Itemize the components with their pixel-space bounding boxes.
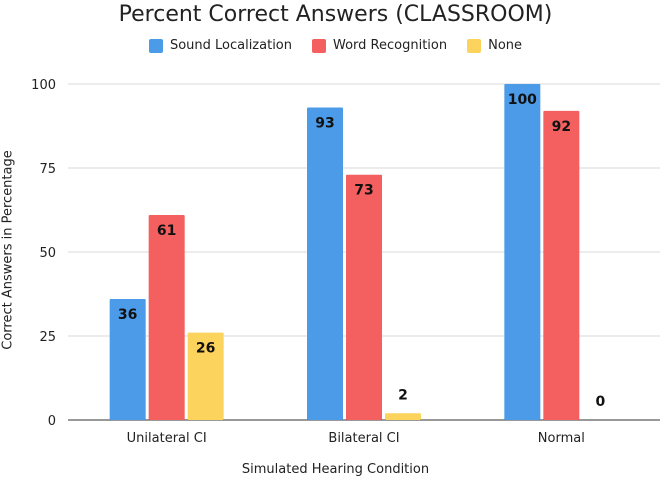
data-label: 2 — [398, 387, 408, 403]
y-tick-label: 75 — [39, 162, 56, 177]
bar — [504, 84, 541, 420]
legend: Sound Localization Word Recognition None — [0, 38, 671, 53]
y-tick-label: 0 — [48, 414, 56, 429]
legend-item-none: None — [467, 38, 522, 53]
y-tick-label: 25 — [39, 330, 56, 345]
bar — [109, 299, 146, 420]
bar — [148, 215, 185, 420]
data-label: 61 — [157, 223, 176, 239]
legend-label-sound-localization: Sound Localization — [169, 38, 293, 53]
data-label: 100 — [508, 92, 537, 108]
x-axis-label: Simulated Hearing Condition — [241, 462, 430, 477]
bar — [385, 413, 421, 420]
bar — [346, 174, 382, 420]
legend-swatch-none — [467, 38, 482, 53]
bar — [307, 107, 343, 421]
y-tick-label: 100 — [31, 78, 56, 93]
legend-item-word-recognition: Word Recognition — [312, 38, 447, 53]
bar — [543, 110, 580, 420]
y-tick-label: 50 — [39, 246, 56, 261]
data-label: 36 — [118, 307, 137, 323]
legend-label-word-recognition: Word Recognition — [333, 38, 448, 53]
x-tick-label: Bilateral CI — [328, 431, 399, 446]
x-tick-label: Unilateral CI — [127, 431, 207, 446]
bar — [187, 332, 224, 420]
legend-swatch-sound-localization — [148, 38, 163, 53]
legend-label-none: None — [488, 38, 523, 53]
data-label: 26 — [196, 341, 215, 357]
data-label: 0 — [595, 394, 605, 410]
chart-title: Percent Correct Answers (CLASSROOM) — [118, 2, 553, 27]
data-label: 73 — [354, 183, 373, 199]
x-tick-label: Normal — [538, 431, 585, 446]
data-label: 93 — [315, 116, 334, 132]
legend-item-sound-localization: Sound Localization — [148, 38, 293, 53]
legend-swatch-word-recognition — [312, 38, 327, 53]
data-label: 92 — [552, 119, 571, 135]
